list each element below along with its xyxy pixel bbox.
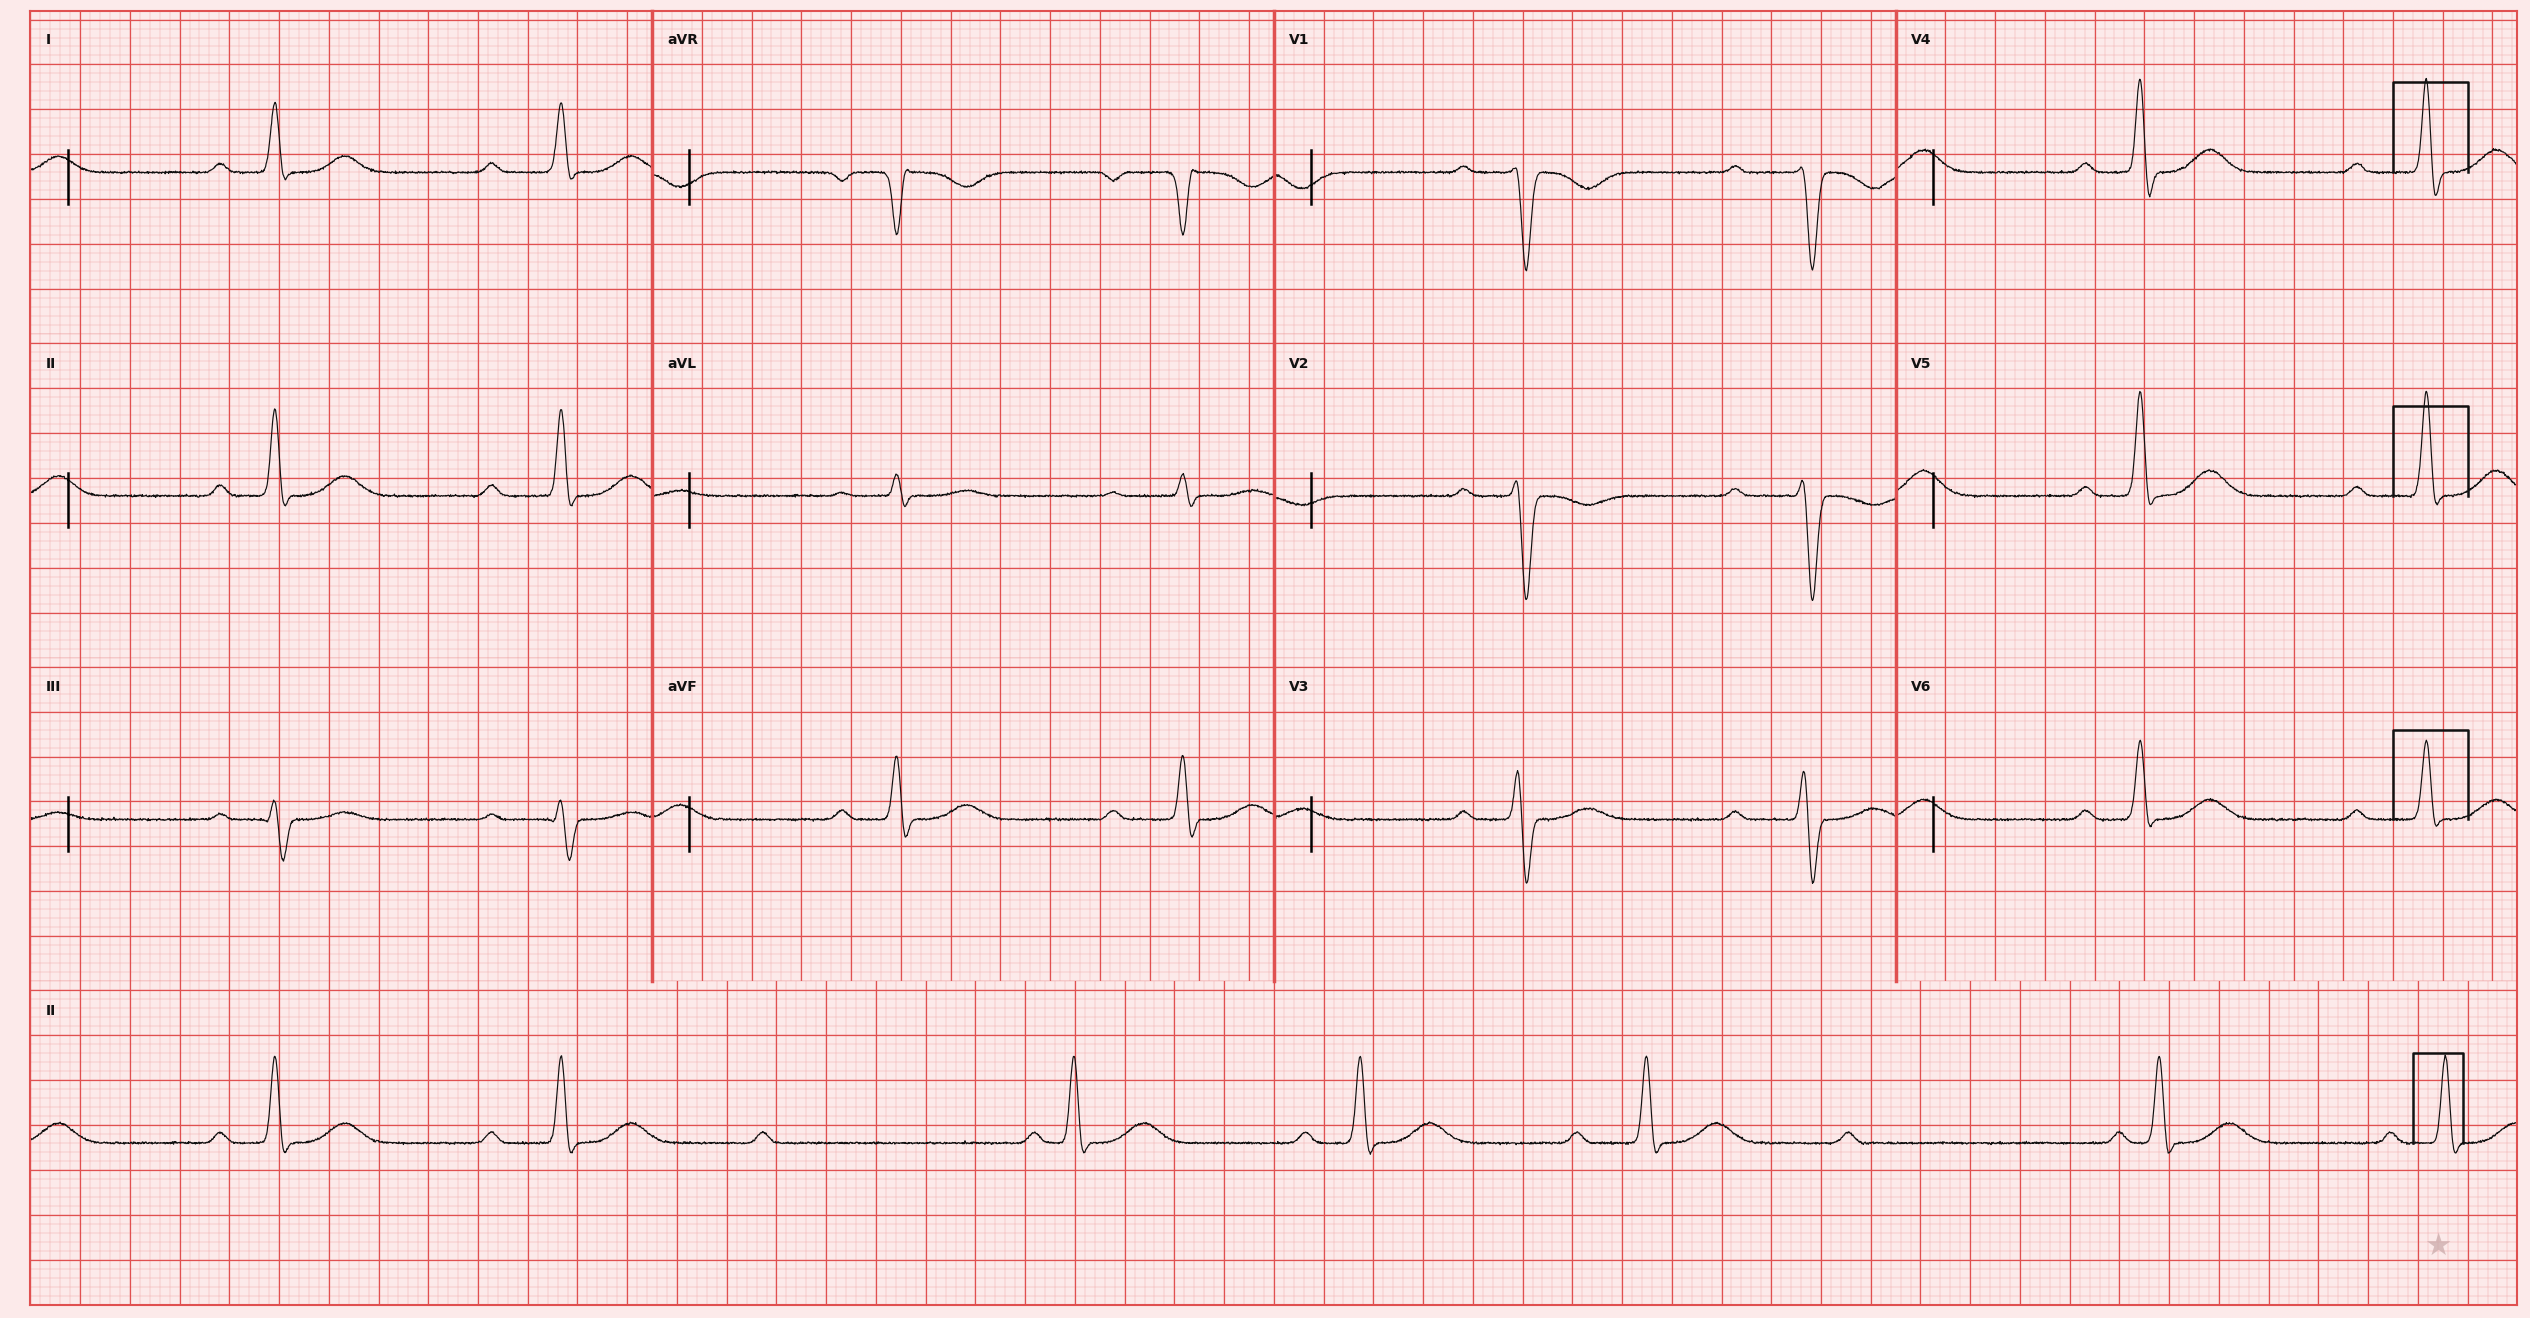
Text: V5: V5 bbox=[1910, 357, 1930, 370]
Text: V3: V3 bbox=[1290, 680, 1311, 695]
Text: ★: ★ bbox=[2424, 1232, 2452, 1261]
Text: I: I bbox=[46, 33, 51, 47]
Text: II: II bbox=[46, 357, 56, 370]
Text: V6: V6 bbox=[1910, 680, 1930, 695]
Text: V1: V1 bbox=[1290, 33, 1311, 47]
Text: aVR: aVR bbox=[668, 33, 698, 47]
Text: II: II bbox=[46, 1004, 56, 1017]
Text: V2: V2 bbox=[1290, 357, 1311, 370]
Text: III: III bbox=[46, 680, 61, 695]
Text: aVF: aVF bbox=[668, 680, 698, 695]
Text: aVL: aVL bbox=[668, 357, 696, 370]
Text: V4: V4 bbox=[1910, 33, 1930, 47]
